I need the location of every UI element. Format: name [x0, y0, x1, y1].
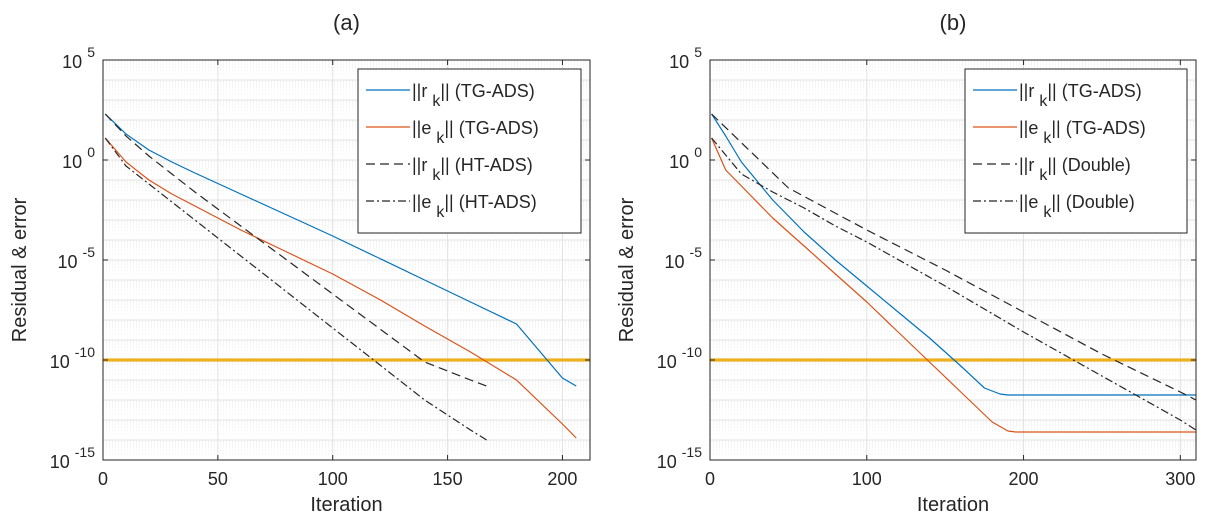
series-line-0 [711, 113, 1196, 396]
y-tick-label: 10 -10 [657, 344, 702, 372]
legend-label-3: ||e k|| (HT-ADS) [412, 192, 537, 221]
y-tick-label: 10 -15 [50, 444, 95, 472]
x-axis-label: Iteration [917, 494, 989, 516]
series-line-3 [711, 137, 1196, 431]
x-axis-label: Iteration [310, 494, 382, 516]
legend-box [964, 68, 1188, 234]
chart-title: (b) [940, 10, 967, 35]
y-tick-label: 10 5 [669, 44, 702, 72]
legend-label-1: ||e k|| (TG-ADS) [412, 118, 539, 147]
chart-title: (a) [333, 10, 360, 35]
y-tick-label: 10 -5 [58, 244, 96, 272]
x-tick-label: 100 [318, 469, 348, 489]
y-axis-label: Residual & error [616, 197, 638, 342]
x-tick-label: 0 [98, 469, 108, 489]
chart-0: (a) 0 50 100 150 200 10 5 10 0 10 -5 10 -10 10 -15… [9, 10, 591, 516]
series-line-2 [711, 113, 1196, 401]
x-tick-label: 200 [547, 469, 577, 489]
legend: ||r k|| (TG-ADS) ||e k|| (TG-ADS) ||r k|| … [357, 68, 582, 234]
y-tick-label: 10 0 [62, 144, 95, 172]
y-tick-label: 10 -15 [657, 444, 702, 472]
series-line-1 [104, 137, 577, 439]
y-tick-label: 10 -10 [50, 344, 95, 372]
legend-label-3: ||e k|| (Double) [1019, 192, 1135, 221]
x-tick-label: 200 [1009, 469, 1039, 489]
x-tick-label: 300 [1165, 469, 1195, 489]
chart-1: (b) 0 100 200 300 10 5 10 0 10 -5 10 -10 10 -15 It… [616, 10, 1197, 516]
legend-label-0: ||r k|| (TG-ADS) [1019, 81, 1142, 110]
legend-label-2: ||r k|| (HT-ADS) [412, 155, 533, 184]
y-tick-label: 10 -5 [665, 244, 703, 272]
x-tick-label: 0 [705, 469, 715, 489]
x-tick-label: 150 [433, 469, 463, 489]
series-line-1 [711, 137, 1196, 433]
legend-label-0: ||r k|| (TG-ADS) [412, 81, 535, 110]
series-line-2 [104, 113, 487, 387]
legend-box [357, 68, 582, 234]
x-tick-label: 50 [208, 469, 228, 489]
x-tick-label: 100 [852, 469, 882, 489]
legend: ||r k|| (TG-ADS) ||e k|| (TG-ADS) ||r k|| … [964, 68, 1188, 234]
y-tick-label: 10 0 [669, 144, 702, 172]
legend-label-1: ||e k|| (TG-ADS) [1019, 118, 1146, 147]
y-axis-label: Residual & error [9, 197, 31, 342]
y-tick-label: 10 5 [62, 44, 95, 72]
series-line-0 [104, 113, 577, 387]
series-line-3 [104, 137, 487, 441]
legend-label-2: ||r k|| (Double) [1019, 155, 1131, 184]
